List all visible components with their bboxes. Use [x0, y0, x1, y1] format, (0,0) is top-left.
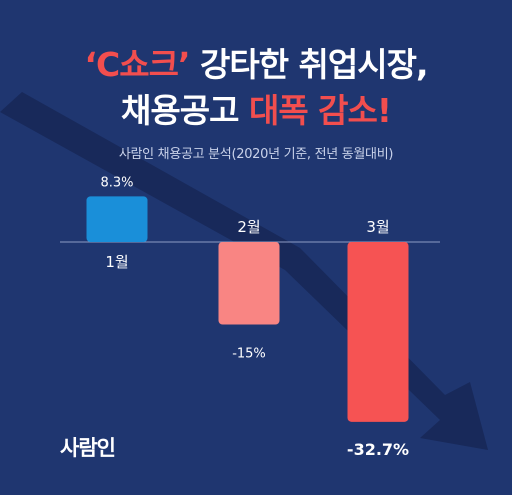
downtrend-arrow-icon [0, 92, 488, 450]
category-label-feb: 2월 [237, 218, 260, 236]
bar-feb [218, 242, 280, 325]
headline-line-2: 채용공고 대폭 감소! [0, 84, 512, 132]
value-label-jan: 8.3% [100, 175, 133, 190]
bar-mar [347, 242, 409, 422]
value-label-feb: -15% [232, 347, 266, 362]
headline-line-1: ‘C쇼크’ 강타한 취업시장, [0, 38, 512, 86]
headline-accent-decrease: 대폭 감소! [248, 91, 392, 130]
saramin-logo: 사람인 [60, 436, 116, 460]
category-label-mar: 3월 [366, 218, 389, 236]
chart-subtitle: 사람인 채용공고 분석(2020년 기준, 전년 동월대비) [118, 147, 394, 162]
headline-line-1-text: 강타한 취업시장, [189, 45, 429, 84]
category-label-jan: 1월 [105, 253, 128, 271]
headline-line-2-lead: 채용공고 [121, 91, 249, 130]
headline-accent-c-shock: ‘C쇼크’ [84, 45, 190, 84]
bar-jan [86, 196, 148, 242]
value-label-mar: -32.7% [347, 440, 409, 459]
bars-layer: 1월 8.3% 2월 -15% 3월 -32.7% [86, 175, 409, 459]
